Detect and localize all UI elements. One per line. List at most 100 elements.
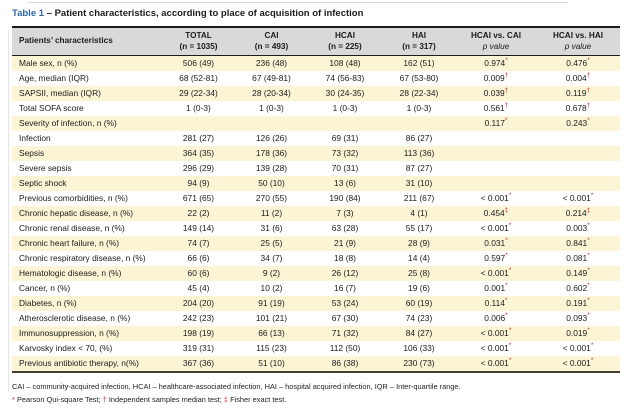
table-row: Sepsis 364 (35) 178 (36) 73 (32) 113 (36)	[12, 146, 620, 162]
col-header-label: Patients’ characteristics	[19, 36, 113, 46]
p-value-cell	[536, 161, 620, 176]
patient-characteristics-table: Patients’ characteristics TOTAL (n = 103…	[12, 26, 620, 374]
value-cell: 31 (6)	[260, 223, 283, 234]
value-cell: 16 (7)	[334, 283, 356, 294]
significance-marker: †	[504, 72, 509, 80]
value-cell: 101 (21)	[255, 313, 288, 324]
table-row: Total SOFA score 1 (0-3) 1 (0-3) 1 (0-3) 1 (…	[12, 101, 620, 116]
significance-marker: *	[587, 117, 590, 125]
value-cell: 112 (50)	[329, 343, 361, 354]
table-row: Severity of infection, n (%) 0.117* 0.243*	[12, 116, 620, 132]
col-header-label: HCAI vs. CAI	[470, 31, 522, 40]
value-cell: 1 (0-3)	[332, 103, 358, 114]
value-cell: 86 (38)	[331, 358, 359, 369]
table-title-number: Table 1	[12, 8, 45, 19]
value-cell: 74 (56-83)	[325, 73, 365, 84]
col-header-label: HAI	[411, 31, 427, 40]
significance-marker: *	[505, 282, 508, 290]
row-label: Karvosky index < 70, (%)	[19, 343, 113, 354]
value-cell: 28 (20-34)	[252, 88, 291, 99]
p-value-cell: 0.001*	[484, 282, 508, 294]
value-cell: 9 (2)	[262, 268, 281, 279]
row-label: Chronic respiratory disease, n (%)	[19, 253, 146, 264]
value-cell: 178 (36)	[255, 148, 288, 159]
col-header-pvalue: p value	[564, 41, 592, 51]
value-cell: 73 (32)	[331, 148, 359, 159]
value-cell: 1 (0-3)	[406, 103, 432, 114]
table-row: Severe sepsis 296 (29) 139 (28) 70 (31) 87 (…	[12, 161, 620, 176]
row-label: SAPSII, median (IQR)	[19, 88, 101, 99]
p-value-cell: 0.602*	[566, 282, 590, 294]
value-cell: 60 (19)	[405, 298, 433, 309]
table-row: Immunosuppression, n (%) 198 (19) 66 (13) 7…	[12, 326, 620, 342]
significance-marker: *	[587, 222, 590, 230]
p-value-cell: 0.214‡	[565, 207, 591, 219]
value-cell: 204 (20)	[182, 298, 215, 309]
col-header-hai: HAI (n = 317)	[382, 26, 456, 57]
value-cell: 69 (31)	[331, 133, 359, 144]
value-cell: 67 (53-80)	[399, 73, 439, 84]
significance-marker: *	[587, 297, 590, 305]
value-cell: 364 (35)	[182, 148, 215, 159]
value-cell: 190 (84)	[329, 193, 361, 204]
row-label: Previous antibiotic therapy, n(%)	[19, 358, 139, 369]
col-header-label: CAI	[264, 31, 279, 40]
footnote-marker: *	[12, 395, 15, 404]
row-label: Severe sepsis	[19, 163, 72, 174]
table-row: Septic shock 94 (9) 50 (10) 13 (6) 31 (10)	[12, 176, 620, 192]
p-value-cell	[536, 146, 620, 161]
significance-marker: ‡	[586, 207, 591, 215]
value-cell: 29 (22-34)	[179, 88, 218, 99]
value-cell: 506 (49)	[182, 58, 215, 69]
table-row: Male sex, n (%) 506 (49) 236 (48) 108 (48) 1…	[12, 55, 620, 72]
value-cell: 55 (17)	[405, 223, 433, 234]
footnote-marker: ‡	[223, 395, 229, 404]
p-value-cell	[456, 131, 536, 146]
significance-marker: *	[590, 342, 594, 350]
col-header-n: (n = 1035)	[179, 41, 218, 51]
value-cell: 22 (2)	[187, 208, 210, 219]
significance-marker: *	[587, 237, 590, 245]
value-cell: 1 (0-3)	[186, 103, 211, 114]
row-label: Previous comorbidities, n (%)	[19, 193, 128, 204]
table-row: Chronic renal disease, n (%) 149 (14) 31 (…	[12, 221, 620, 236]
value-cell: 671 (65)	[182, 193, 215, 204]
p-value-cell: < 0.001*	[480, 222, 512, 234]
value-cell: 108 (48)	[329, 58, 361, 69]
value-cell: 50 (10)	[258, 178, 285, 189]
value-cell: 71 (32)	[331, 328, 359, 339]
p-value-cell: 0.081*	[566, 252, 590, 264]
p-value-cell	[536, 131, 620, 146]
p-value-cell: 0.031*	[484, 237, 508, 249]
value-cell: 14 (4)	[408, 253, 430, 264]
col-header-cai: CAI (n = 493)	[235, 26, 308, 57]
footnote-marker: †	[102, 395, 107, 404]
value-cell: 84 (27)	[405, 328, 433, 339]
row-label: Diabetes, n (%)	[19, 298, 77, 309]
p-value-cell: 0.561†	[483, 102, 509, 114]
significance-marker: ‡	[504, 207, 509, 215]
table-row: Diabetes, n (%) 204 (20) 91 (19) 53 (24) 60 …	[12, 296, 620, 312]
row-label: Immunosuppression, n (%)	[19, 328, 120, 339]
table-row: Age, median (IQR) 68 (52-81) 67 (49-81) 74 …	[12, 71, 620, 86]
p-value-cell	[456, 146, 536, 161]
p-value-cell: 0.004†	[565, 72, 591, 84]
value-cell: 126 (26)	[255, 133, 288, 144]
value-cell: 242 (23)	[182, 313, 215, 324]
p-value-cell: 0.678†	[565, 102, 591, 114]
p-value-cell: 0.009†	[483, 72, 509, 84]
significance-marker: *	[587, 267, 590, 275]
value-cell: 94 (9)	[187, 178, 210, 189]
header-row: Patients’ characteristics TOTAL (n = 103…	[12, 26, 620, 57]
row-label: Chronic renal disease, n (%)	[19, 223, 125, 234]
significance-marker: *	[587, 282, 590, 290]
table-row: Chronic hepatic disease, n (%) 22 (2) 11 (…	[12, 206, 620, 222]
value-cell: 31 (10)	[405, 178, 433, 189]
col-header-n: (n = 317)	[402, 41, 436, 51]
value-cell: 51 (10)	[258, 358, 285, 369]
value-cell: 18 (8)	[334, 253, 356, 264]
col-header-p-hcai-vs-cai: HCAI vs. CAI p value	[456, 26, 536, 57]
p-value-cell: < 0.001*	[562, 357, 594, 369]
value-cell: 11 (2)	[260, 208, 283, 219]
